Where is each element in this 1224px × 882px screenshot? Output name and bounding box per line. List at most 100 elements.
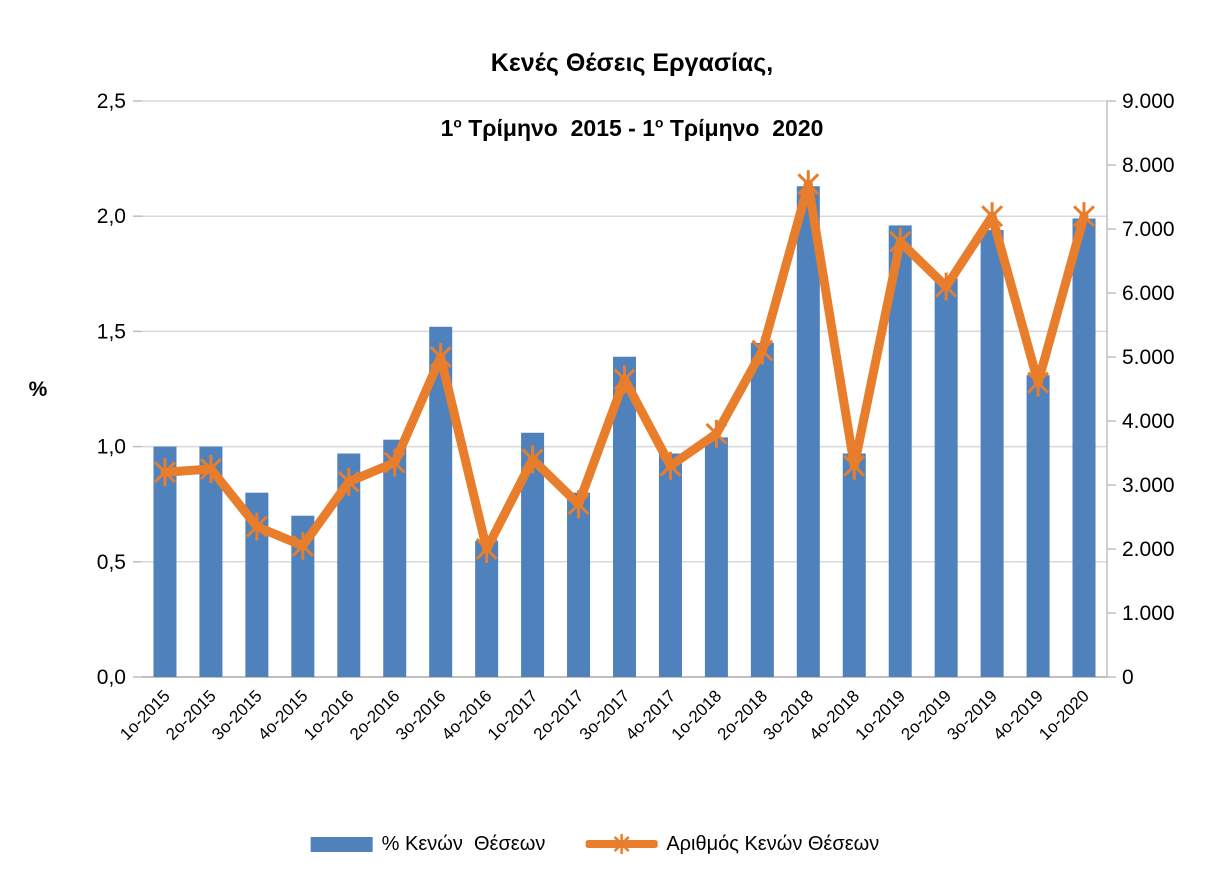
line-marker-4ο-2019 — [1027, 368, 1050, 397]
bar-3ο-2019 — [980, 230, 1004, 678]
x-axis-label: 4ο-2016 — [438, 686, 496, 744]
line-marker-2ο-2018 — [751, 336, 774, 365]
marker-spoke — [1073, 205, 1095, 228]
bar-4ο-2018 — [842, 453, 866, 677]
bar-3ο-2017 — [613, 356, 636, 677]
line-marker-3ο-2018 — [797, 170, 820, 199]
left-axis-tick-label: 2,5 — [97, 90, 126, 113]
bar-1ο-2019 — [888, 225, 912, 677]
line-marker-3ο-2016 — [429, 343, 452, 371]
marker-spoke — [291, 534, 314, 557]
line-marker-4ο-2018 — [843, 451, 866, 480]
bar-1ο-2017 — [521, 432, 545, 677]
x-axis-label: 1ο-2017 — [484, 686, 542, 744]
left-axis-tick-label: 0,0 — [97, 666, 126, 689]
line-marker-1ο-2016 — [337, 467, 360, 496]
subtitle-text: 1 — [642, 115, 656, 141]
left-axis-tick-label: 1,0 — [97, 436, 126, 459]
x-axis-label: 2ο-2018 — [714, 686, 772, 744]
x-axis-label: 4ο-2018 — [806, 686, 864, 744]
right-axis-tick-label: 6.000 — [1122, 282, 1175, 305]
x-axis-label: 3ο-2017 — [576, 686, 634, 744]
x-axis-label: 3ο-2016 — [392, 686, 450, 744]
chart-legend: % Κενών Θέσεων Αριθμός Κενών Θέσεων — [310, 831, 880, 857]
chart-title: Κενές Θέσεις Εργασίας, — [490, 49, 774, 77]
chart-subtitle: 1ο Τρίμηνο 2015 - 1ο Τρίμηνο 2020 — [40, 114, 1224, 144]
line-marker-4ο-2017 — [659, 451, 682, 480]
marker-spoke — [1027, 371, 1050, 394]
right-axis-tick-label: 7.000 — [1122, 218, 1175, 241]
legend-item-bar-series: % Κενών Θέσεων — [310, 832, 546, 856]
x-axis-label: 1ο-2018 — [668, 686, 726, 744]
marker-spoke — [521, 448, 544, 471]
bar-2ο-2019 — [934, 278, 958, 677]
marker-spoke — [935, 275, 958, 298]
left-axis-tick-label: 0,5 — [97, 551, 126, 574]
bar-4ο-2019 — [1026, 375, 1050, 677]
line-marker-1ο-2018 — [705, 419, 728, 448]
legend-marker-spoke — [613, 836, 630, 852]
x-axis-label: 3ο-2019 — [943, 686, 1001, 744]
bar-3ο-2016 — [429, 326, 453, 677]
x-axis-label: 3ο-2015 — [208, 686, 266, 744]
bar-1ο-2015 — [153, 446, 177, 677]
line-marker-3ο-2017 — [613, 365, 636, 394]
left-axis-tick-label: 2,0 — [97, 205, 126, 228]
marker-spoke — [429, 346, 452, 368]
marker-spoke — [245, 515, 268, 538]
marker-spoke — [199, 458, 222, 480]
bar-3ο-2018 — [796, 186, 820, 678]
x-axis-label: 2ο-2015 — [162, 686, 220, 744]
subtitle-text: 1 — [440, 115, 454, 141]
right-axis-tick-label: 5.000 — [1122, 346, 1175, 369]
x-axis-label: 4ο-2017 — [622, 686, 680, 744]
left-axis-title: % — [29, 378, 48, 401]
right-axis-tick-label: 3.000 — [1122, 474, 1175, 497]
bar-2ο-2017 — [567, 492, 591, 677]
x-axis-label: 4ο-2015 — [254, 686, 312, 744]
line-marker-2ο-2017 — [567, 490, 590, 519]
line-marker-1ο-2017 — [521, 445, 544, 474]
x-axis-label: 1ο-2019 — [851, 686, 909, 744]
legend-label-bar-series: % Κενών Θέσεων — [381, 832, 546, 855]
marker-spoke — [751, 339, 774, 362]
marker-spoke — [613, 368, 636, 391]
marker-spoke — [797, 173, 820, 196]
x-axis-label: 2ο-2017 — [530, 686, 588, 744]
bar-series-swatch — [310, 836, 373, 852]
bar-2ο-2016 — [383, 439, 407, 677]
line-marker-3ο-2015 — [245, 512, 268, 541]
line-marker-2ο-2019 — [935, 272, 958, 301]
legend-item-line-series: Αριθμός Κενών Θέσεων — [585, 831, 879, 857]
bar-1ο-2020 — [1072, 218, 1096, 677]
x-axis-label: 1ο-2020 — [1035, 686, 1093, 744]
bar-4ο-2015 — [291, 515, 315, 677]
line-marker-2ο-2015 — [199, 455, 222, 483]
subtitle-text: Τρίμηνο 2015 - — [461, 115, 643, 141]
left-axis-tick-label: 1,5 — [97, 320, 126, 343]
marker-spoke — [889, 230, 912, 253]
line-series-swatch — [585, 834, 658, 854]
chart-title-block: Κενές Θέσεις Εργασίας, 1ο Τρίμηνο 2015 -… — [40, 12, 1224, 180]
right-axis-tick-label: 9.000 — [1122, 90, 1175, 113]
legend-label-line-series: Αριθμός Κενών Θέσεων — [666, 832, 880, 855]
marker-spoke — [981, 205, 1004, 228]
x-axis-label: 2ο-2016 — [346, 686, 404, 744]
x-axis-label: 1ο-2015 — [116, 686, 174, 744]
bar-2ο-2015 — [199, 446, 223, 677]
right-axis-tick-label: 4.000 — [1122, 410, 1175, 433]
line-marker-1ο-2019 — [889, 227, 912, 256]
marker-spoke — [337, 470, 360, 493]
bar-4ο-2016 — [475, 541, 499, 677]
x-axis-label: 4ο-2019 — [989, 686, 1047, 744]
marker-spoke — [843, 454, 866, 477]
marker-spoke — [659, 454, 682, 477]
line-marker-4ο-2016 — [475, 535, 498, 563]
marker-spoke — [475, 538, 498, 560]
right-axis-tick-label: 8.000 — [1122, 154, 1175, 177]
subtitle-superscript: ο — [453, 115, 462, 131]
bar-3ο-2015 — [245, 492, 269, 677]
line-marker-1ο-2020 — [1073, 202, 1095, 231]
bar-1ο-2016 — [337, 453, 361, 677]
